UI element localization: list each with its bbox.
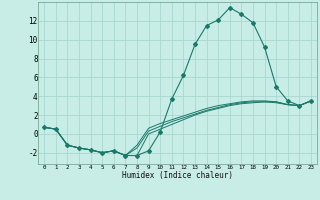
X-axis label: Humidex (Indice chaleur): Humidex (Indice chaleur) — [122, 171, 233, 180]
